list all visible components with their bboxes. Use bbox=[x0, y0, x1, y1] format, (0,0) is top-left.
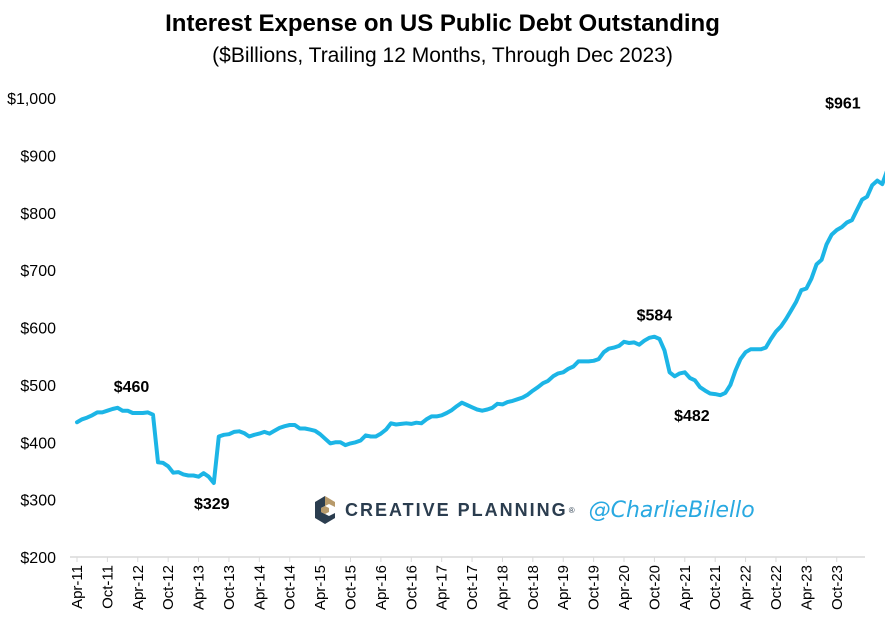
y-tick-label: $400 bbox=[20, 435, 56, 452]
y-tick-label: $900 bbox=[20, 148, 56, 165]
y-tick-label: $200 bbox=[20, 550, 56, 567]
x-tick-label: Oct-13 bbox=[221, 565, 238, 610]
x-tick-label: Oct-22 bbox=[768, 565, 785, 610]
data-label: $329 bbox=[194, 496, 230, 513]
data-label: $460 bbox=[114, 379, 150, 396]
data-labels: $460 $329 $584 $482 $961 bbox=[114, 95, 861, 513]
x-tick-label: Oct-15 bbox=[343, 565, 360, 610]
x-tick-label: Apr-11 bbox=[69, 565, 86, 609]
x-tick-label: Oct-23 bbox=[829, 565, 846, 610]
x-tick-label: Apr-23 bbox=[798, 565, 815, 610]
x-tick-label: Oct-20 bbox=[646, 565, 663, 610]
x-tick-label: Apr-15 bbox=[312, 565, 329, 610]
x-axis: Apr-11 Oct-11 Apr-12 Oct-12 Apr-13 Oct-13 Apr-… bbox=[69, 556, 865, 610]
x-tick-label: Oct-17 bbox=[464, 565, 481, 610]
x-tick-label: Apr-13 bbox=[191, 565, 208, 610]
data-label: $961 bbox=[825, 95, 861, 112]
company-name: CREATIVE PLANNING bbox=[345, 499, 568, 520]
y-tick-label: $1,000 bbox=[7, 91, 56, 108]
x-tick-label: Apr-22 bbox=[738, 565, 755, 610]
y-tick-label: $500 bbox=[20, 378, 56, 395]
x-tick-label: Apr-12 bbox=[130, 565, 147, 610]
y-tick-label: $700 bbox=[20, 263, 56, 280]
series-line bbox=[75, 170, 885, 485]
x-tick-label: Oct-16 bbox=[403, 565, 420, 610]
x-tick-label: Apr-21 bbox=[677, 565, 694, 610]
x-tick-label: Oct-11 bbox=[99, 565, 116, 609]
x-tick-label: Oct-12 bbox=[160, 565, 177, 610]
x-tick-label: Apr-19 bbox=[555, 565, 572, 610]
x-tick-label: Oct-19 bbox=[586, 565, 603, 610]
chart-title: Interest Expense on US Public Debt Outst… bbox=[165, 10, 720, 37]
chart-subtitle: ($Billions, Trailing 12 Months, Through … bbox=[212, 44, 673, 67]
x-tick-label: Apr-17 bbox=[434, 565, 451, 610]
x-tick-label: Apr-20 bbox=[616, 565, 633, 610]
x-tick-label: Oct-21 bbox=[707, 565, 724, 610]
y-axis: $200 $300 $400 $500 $600 $700 $800 $900 $1,000 bbox=[7, 91, 56, 567]
x-tick-label: Apr-14 bbox=[251, 565, 268, 610]
twitter-handle: @CharlieBilello bbox=[588, 497, 755, 523]
x-tick-label: Oct-14 bbox=[282, 565, 299, 610]
data-label: $482 bbox=[674, 408, 710, 425]
x-tick-label: Apr-16 bbox=[373, 565, 390, 610]
creative-planning-logo-icon bbox=[315, 496, 335, 524]
y-tick-label: $600 bbox=[20, 321, 56, 338]
x-tick-label: Apr-18 bbox=[494, 565, 511, 610]
registered-mark: ® bbox=[568, 505, 575, 515]
data-label: $584 bbox=[637, 308, 673, 325]
watermark: CREATIVE PLANNING ® @CharlieBilello bbox=[313, 490, 755, 530]
series-group bbox=[75, 170, 885, 485]
x-tick-label: Oct-18 bbox=[525, 565, 542, 610]
y-tick-label: $300 bbox=[20, 493, 56, 510]
y-tick-label: $800 bbox=[20, 206, 56, 223]
